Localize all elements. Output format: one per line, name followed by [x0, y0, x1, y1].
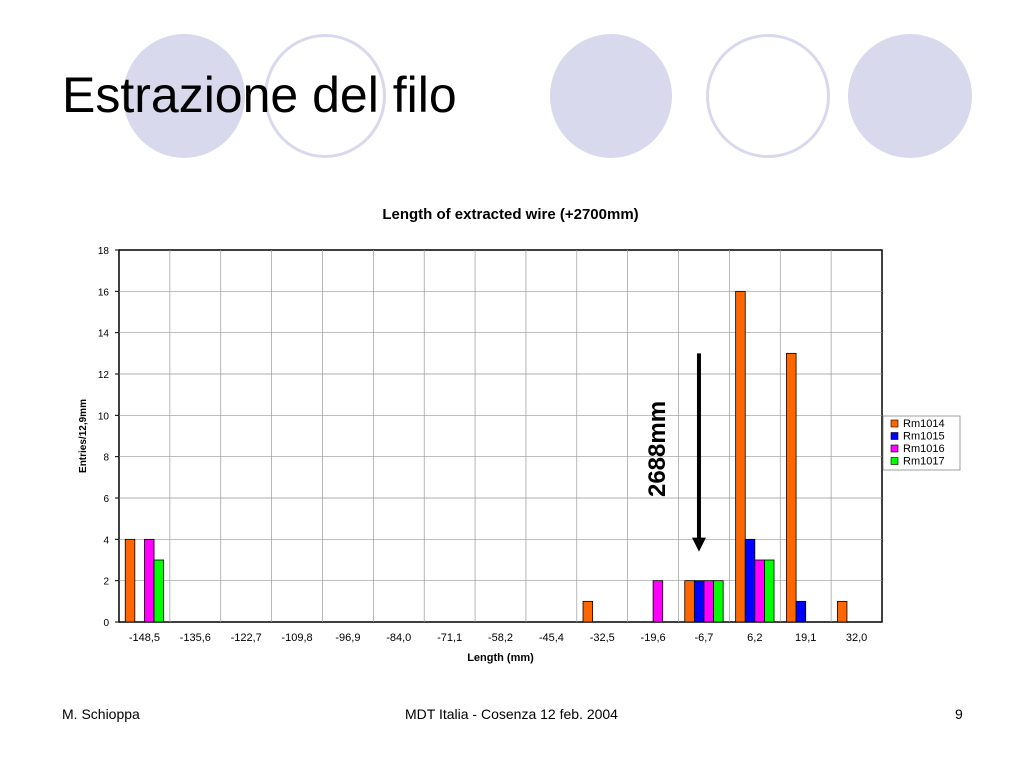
x-tick-label: -19,6 — [641, 632, 666, 644]
bar-rm1014 — [735, 290, 746, 623]
bar-rm1015 — [693, 580, 705, 623]
slide-title: Estrazione del filo — [62, 67, 457, 123]
x-tick-label: -6,7 — [694, 632, 713, 644]
x-tick-label: 19,1 — [795, 632, 816, 644]
y-tick-label: 6 — [103, 494, 109, 505]
legend-swatch — [890, 444, 899, 453]
y-tick-label: 0 — [103, 618, 109, 629]
legend-swatch — [890, 419, 899, 428]
y-tick-label: 4 — [103, 535, 109, 546]
bar-rm1016 — [754, 559, 765, 623]
bar-rm1014 — [836, 600, 848, 623]
decor-circle-1 — [123, 34, 245, 158]
annotation-arrowhead — [691, 537, 706, 552]
x-tick-label: 32,0 — [846, 632, 867, 644]
x-tick-label: -45,4 — [539, 632, 564, 644]
legend-swatch — [890, 457, 899, 465]
legend-label: Rm1014 — [903, 418, 945, 430]
x-tick-label: -58,2 — [488, 632, 513, 644]
legend-label: Rm1015 — [903, 431, 945, 443]
legend-label: Rm1017 — [903, 456, 945, 468]
x-tick-label: -122,7 — [231, 632, 262, 644]
annotation-label: 2688mm — [644, 401, 671, 497]
bar-rm1014 — [124, 538, 136, 623]
bar-rm1014 — [582, 600, 594, 623]
legend-swatch — [890, 432, 899, 440]
y-tick-label: 16 — [98, 287, 110, 298]
y-tick-label: 2 — [103, 577, 109, 588]
y-tick-label: 10 — [98, 411, 110, 422]
bar-rm1017 — [764, 559, 775, 623]
bar-rm1016 — [703, 580, 714, 623]
bar-rm1015 — [744, 538, 756, 623]
y-tick-label: 18 — [98, 246, 110, 257]
footer-author: M. Schioppa — [62, 706, 140, 722]
y-tick-label: 14 — [98, 329, 110, 340]
y-tick-label: 8 — [103, 453, 109, 464]
decor-circle-4 — [706, 34, 830, 158]
x-tick-label: -96,9 — [335, 632, 360, 644]
bar-rm1017 — [713, 580, 724, 623]
x-tick-label: -71,1 — [437, 632, 462, 644]
x-tick-label: -135,6 — [180, 632, 211, 644]
y-tick-label: 12 — [98, 370, 110, 381]
footer-page-number: 9 — [955, 706, 963, 722]
bar-rm1015 — [795, 600, 807, 623]
decor-circle-5 — [848, 34, 972, 158]
bar-rm1014 — [684, 580, 695, 623]
bar-rm1017 — [153, 559, 165, 623]
x-tick-label: -148,5 — [129, 632, 160, 644]
x-tick-label: 6,2 — [747, 632, 762, 644]
chart-title: Length of extracted wire (+2700mm) — [382, 206, 638, 223]
legend-label: Rm1016 — [903, 443, 945, 455]
bar-rm1016 — [144, 538, 155, 623]
bar-rm1014 — [786, 352, 797, 623]
x-tick-label: -32,5 — [590, 632, 615, 644]
decor-circle-2 — [264, 34, 386, 158]
x-tick-label: -109,8 — [281, 632, 312, 644]
x-axis-label: Length (mm) — [467, 652, 534, 664]
y-axis-label: Entries/12,9mm — [78, 399, 89, 473]
x-tick-label: -84,0 — [386, 632, 411, 644]
footer-event: MDT Italia - Cosenza 12 feb. 2004 — [405, 706, 618, 722]
decor-circle-3 — [550, 34, 672, 158]
bar-rm1016 — [652, 580, 664, 623]
